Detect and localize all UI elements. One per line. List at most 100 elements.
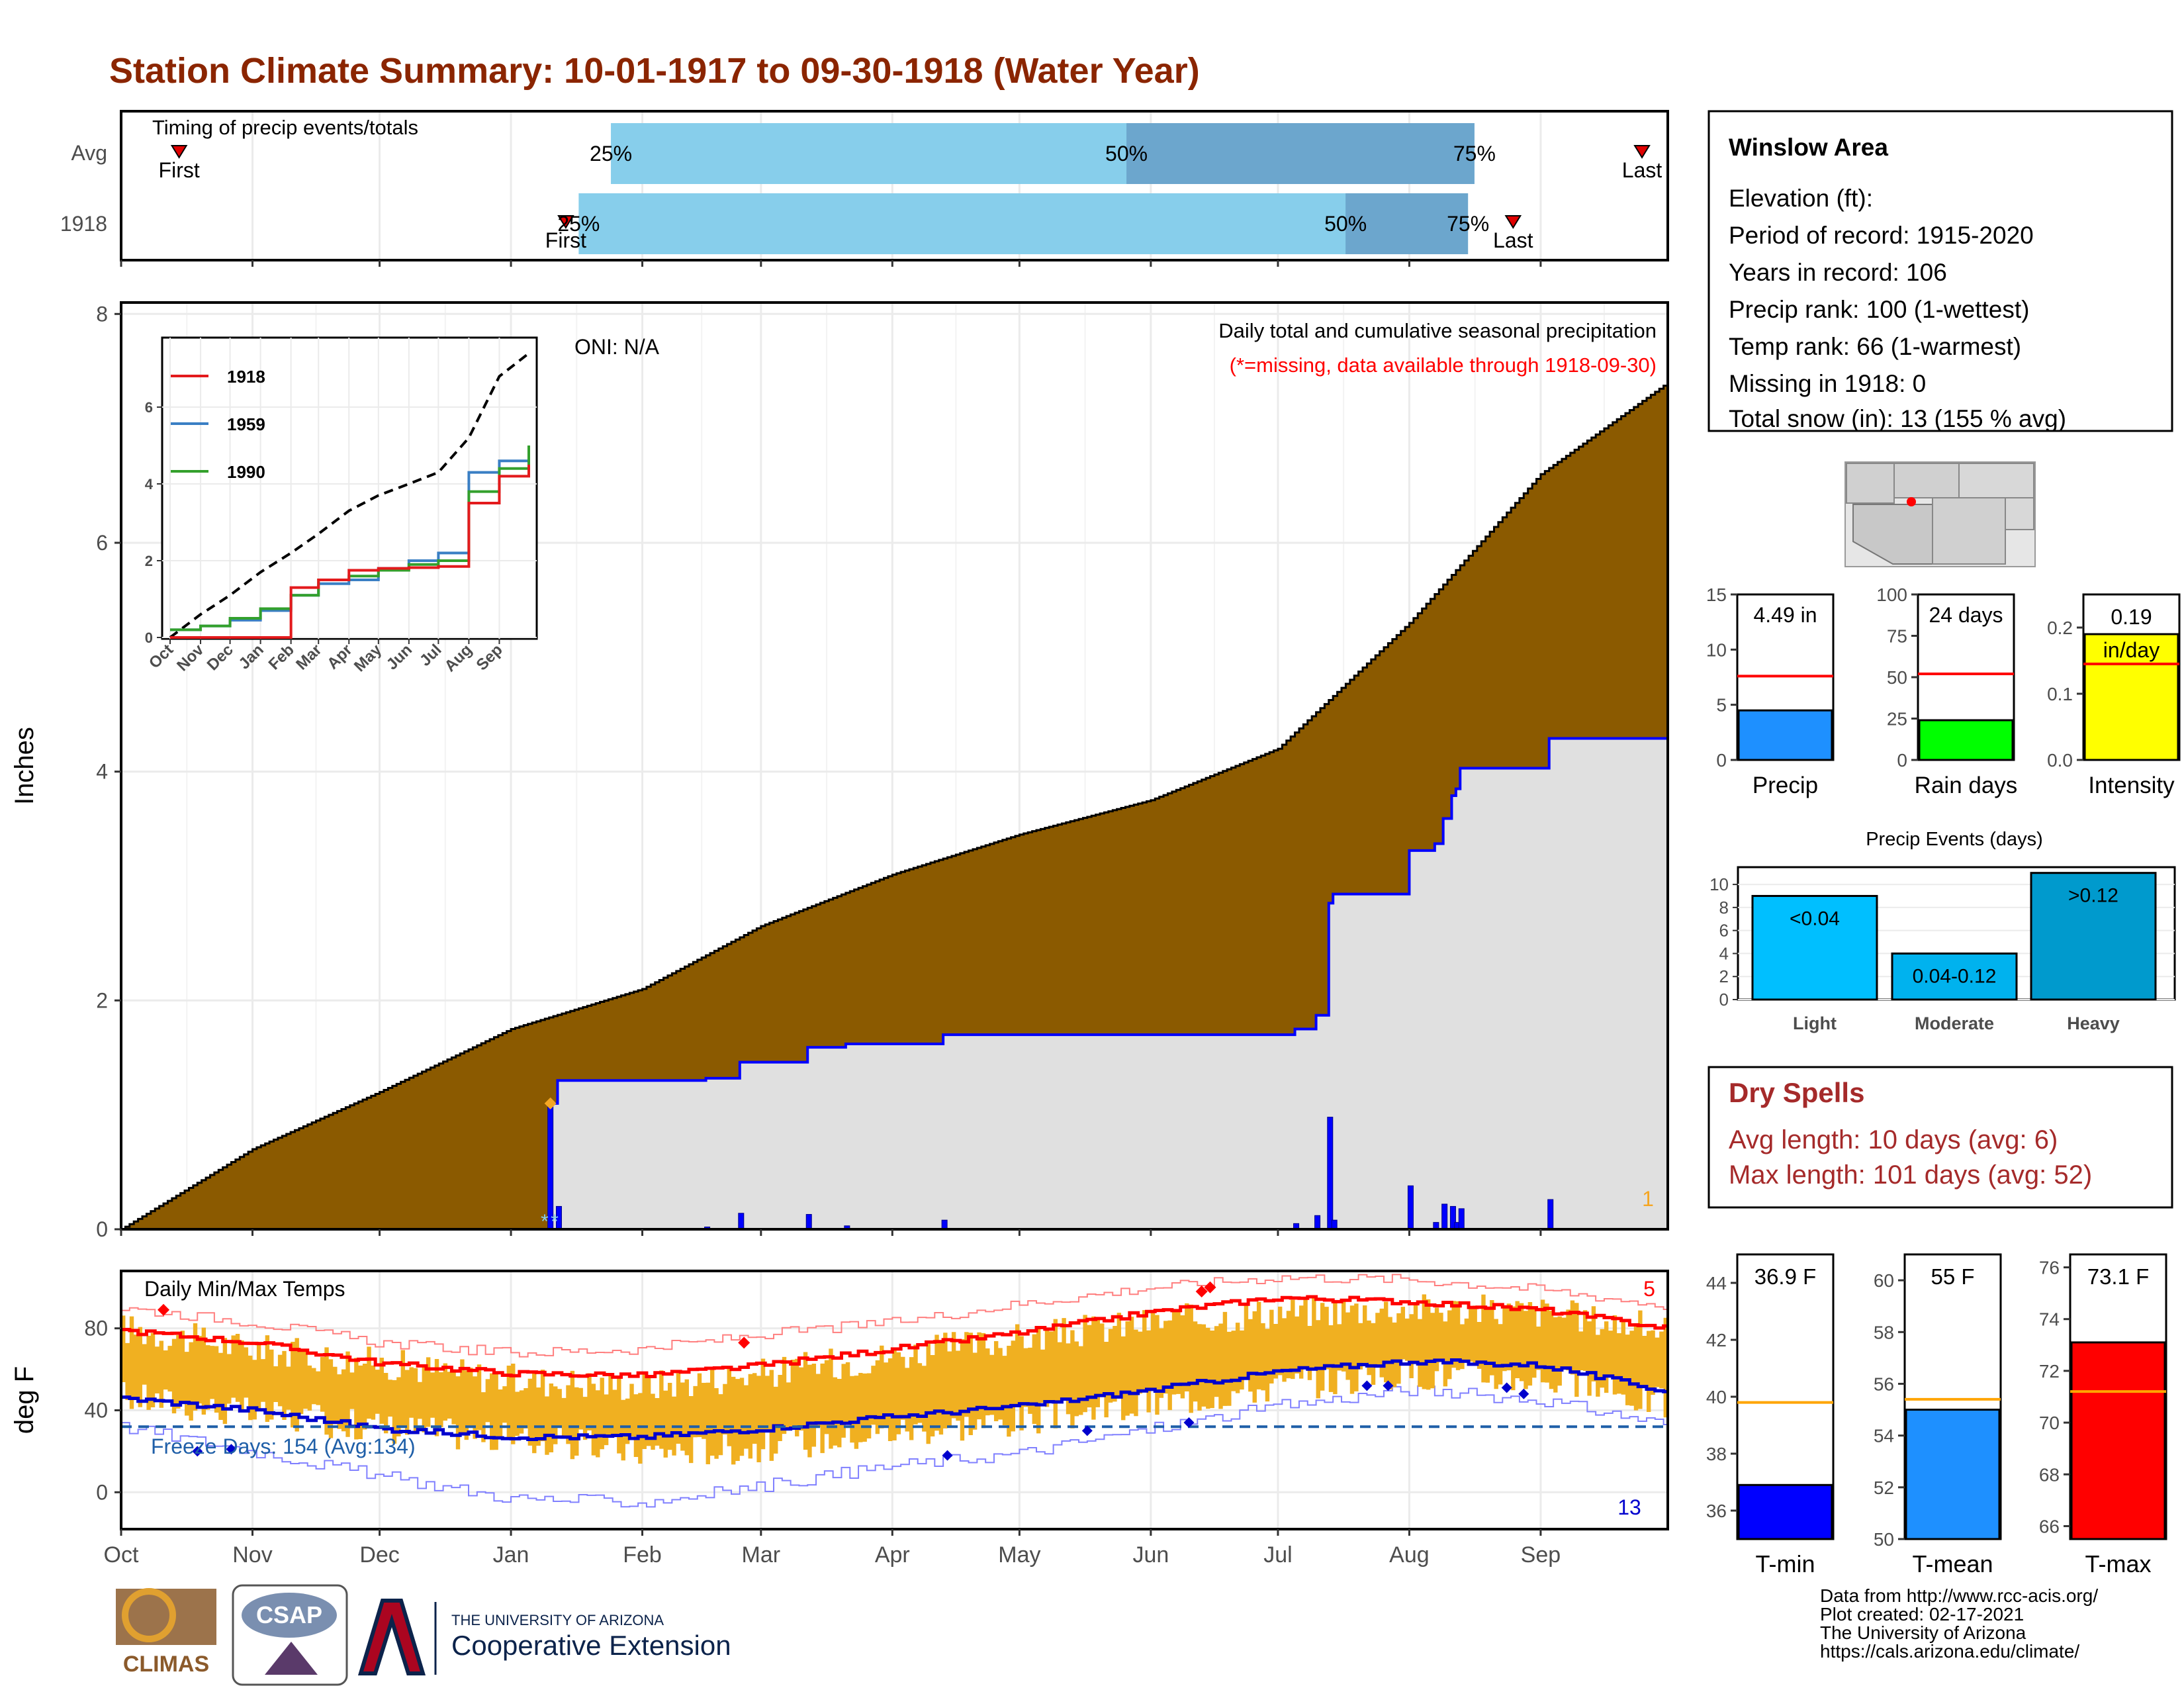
page-title: Station Climate Summary: 10-01-1917 to 0… bbox=[109, 51, 1200, 91]
inset-legend: 1918 1959 1990 bbox=[171, 367, 265, 482]
temp-y-tick-label: 40 bbox=[84, 1398, 108, 1422]
daily-precip-bar bbox=[1547, 1199, 1554, 1229]
mini-bar-tick-label: 15 bbox=[1706, 585, 1727, 605]
temp-month-label: Mar bbox=[742, 1542, 781, 1568]
daily-precip-bar bbox=[555, 1205, 562, 1229]
mini-bar-2: 0.0 0.1 0.2 0.19 in/day Intensity bbox=[2047, 593, 2181, 798]
inset-y-tick-label: 0 bbox=[145, 630, 153, 646]
precip-missing-note: (*=missing, data available through 1918-… bbox=[1230, 353, 1657, 377]
precip-ylabel: Inches bbox=[10, 727, 39, 805]
daily-precip-bars bbox=[547, 1103, 1554, 1229]
temp-month-label: Jul bbox=[1263, 1542, 1292, 1568]
temp-bar-tick-label: 60 bbox=[1874, 1270, 1894, 1291]
dry-spells-avg: Avg length: 10 days (avg: 6) bbox=[1729, 1125, 2058, 1154]
timing-year-last-marker bbox=[1504, 215, 1522, 229]
temp-bar-0: 36 38 40 42 44 36.9 F T-min bbox=[1706, 1253, 1835, 1577]
inset-1918-line bbox=[170, 465, 530, 639]
events-category-label: Moderate bbox=[1915, 1013, 1994, 1033]
inset-average-line bbox=[169, 352, 530, 639]
temp-month-label: Sep bbox=[1521, 1542, 1561, 1568]
climas-swirl-icon bbox=[122, 1588, 176, 1642]
dry-spells-max: Max length: 101 days (avg: 52) bbox=[1729, 1160, 2092, 1190]
map-state-arizona bbox=[1852, 504, 1933, 565]
csap-mountain-icon bbox=[265, 1642, 318, 1675]
ua-a-icon bbox=[357, 1599, 426, 1675]
mini-bar-value bbox=[1918, 719, 2014, 761]
precip-subtitle: Daily total and cumulative seasonal prec… bbox=[1218, 319, 1657, 342]
inset-y-tick-label: 2 bbox=[145, 553, 153, 569]
credit-created: Plot created: 02-17-2021 bbox=[1820, 1604, 2024, 1624]
precip-panel: * * 0 2 4 6 8 Inches Daily total and cumulat… bbox=[10, 301, 1669, 1241]
timing-avg-50-75-bar bbox=[1126, 123, 1475, 184]
ua-small-text: THE UNIVERSITY OF ARIZONA bbox=[451, 1612, 664, 1628]
legend-label-1918: 1918 bbox=[227, 367, 265, 387]
events-title: Precip Events (days) bbox=[1866, 829, 2043, 850]
timing-title: Timing of precip events/totals bbox=[152, 116, 418, 139]
map-state-new-mexico bbox=[1932, 497, 2006, 565]
daily-precip-bar bbox=[1433, 1222, 1439, 1229]
oni-label: ONI: N/A bbox=[574, 335, 660, 359]
credit-university: The University of Arizona bbox=[1820, 1622, 2026, 1643]
record-high-marker bbox=[1204, 1281, 1216, 1293]
temp-title: Daily Min/Max Temps bbox=[144, 1277, 345, 1301]
timing-year-last-label: Last bbox=[1493, 228, 1533, 252]
mini-bar-tick-label: 50 bbox=[1887, 667, 1907, 688]
locator-map bbox=[1844, 461, 2036, 567]
map-state-utah bbox=[1846, 463, 1895, 504]
temp-bar-tick-label: 36 bbox=[1706, 1501, 1727, 1521]
inset-y-axis: 0 2 4 6 bbox=[145, 399, 162, 646]
temp-y-axis: 0 40 80 bbox=[84, 1317, 121, 1504]
temp-bar-value-label: 73.1 F bbox=[2087, 1264, 2150, 1289]
mini-bar-tick-label: 5 bbox=[1716, 695, 1727, 716]
credit-url: https://cals.arizona.edu/climate/ bbox=[1820, 1641, 2079, 1662]
max-record-count: 5 bbox=[1643, 1277, 1655, 1301]
dry-spells-box: Dry Spells Avg length: 10 days (avg: 6) … bbox=[1707, 1066, 2173, 1209]
record-low-marker bbox=[1183, 1417, 1195, 1429]
cumulative-year-area bbox=[121, 738, 1668, 1229]
events-category-label: Heavy bbox=[2067, 1013, 2120, 1033]
events-bar-label: <0.04 bbox=[1790, 908, 1840, 929]
precip-frame bbox=[120, 301, 1669, 1231]
temp-bar-2: 66 68 70 72 74 76 73.1 F T-max bbox=[2039, 1253, 2167, 1577]
mini-bar-value bbox=[2083, 633, 2179, 761]
timing-row-label-avg: Avg bbox=[71, 141, 107, 165]
timing-row-label-year: 1918 bbox=[60, 212, 107, 236]
temp-bar-tick-label: 74 bbox=[2039, 1309, 2060, 1330]
timing-avg-first-label: First bbox=[159, 158, 200, 182]
dry-spells-frame bbox=[1707, 1066, 2173, 1209]
timing-year-50-label: 50% bbox=[1324, 212, 1367, 236]
precip-events-chart: Precip Events (days) 0 2 46 8 10 <0.04 Light 0.… bbox=[1709, 829, 2176, 1033]
temp-bar-tick-label: 70 bbox=[2039, 1413, 2060, 1433]
temp-summary-bars: 36 38 40 42 44 36.9 F T-min 50 52 54 56 58 60 55 F T-m… bbox=[1706, 1253, 2167, 1577]
mini-bar-tick-label: 25 bbox=[1887, 709, 1907, 729]
precip-y-axis: 0 2 4 6 8 bbox=[96, 302, 121, 1241]
station-elevation: Elevation (ft): bbox=[1729, 185, 1873, 212]
events-tick-label: 0 bbox=[1719, 990, 1729, 1009]
temp-bar-tick-label: 56 bbox=[1874, 1374, 1894, 1394]
daily-precip-bar bbox=[1441, 1203, 1448, 1229]
temp-bar-tick-label: 42 bbox=[1706, 1330, 1727, 1350]
station-location-dot bbox=[1907, 497, 1916, 506]
precip-summary-bars: 0 5 10 15 4.49 in Precip 0 25 50 75 100 24 days Rain… bbox=[1706, 585, 2181, 798]
temp-bar-1: 50 52 54 56 58 60 55 F T-mean bbox=[1874, 1253, 2002, 1577]
temp-bar-tick-label: 66 bbox=[2039, 1516, 2060, 1536]
temp-month-label: May bbox=[998, 1542, 1040, 1568]
temp-bar-tick-label: 58 bbox=[1874, 1322, 1894, 1342]
temp-bar-category: T-max bbox=[2085, 1550, 2151, 1577]
mini-bar-tick-label: 0.0 bbox=[2047, 750, 2073, 771]
record-max-line bbox=[121, 1274, 1668, 1358]
daily-precip-bar bbox=[1449, 1205, 1456, 1229]
timing-panel: Timing of precip events/totals Avg 1918 … bbox=[60, 110, 1669, 267]
dry-spells-title: Dry Spells bbox=[1729, 1077, 1864, 1108]
temp-bar-value bbox=[2070, 1341, 2166, 1540]
record-low-marker bbox=[942, 1450, 953, 1461]
mini-bar-tick-label: 0 bbox=[1716, 750, 1727, 771]
map-state-kansas bbox=[1958, 463, 2034, 498]
timing-year-50-75-bar bbox=[1345, 193, 1469, 254]
events-bar-light bbox=[1751, 894, 1878, 1001]
timing-year-25-label: 25% bbox=[557, 212, 600, 236]
events-tick-label: 10 bbox=[1709, 874, 1729, 894]
mini-bar-value-label: 24 days bbox=[1929, 603, 2003, 627]
freeze-days-label: Freeze Days: 154 (Avg:134) bbox=[151, 1434, 416, 1458]
